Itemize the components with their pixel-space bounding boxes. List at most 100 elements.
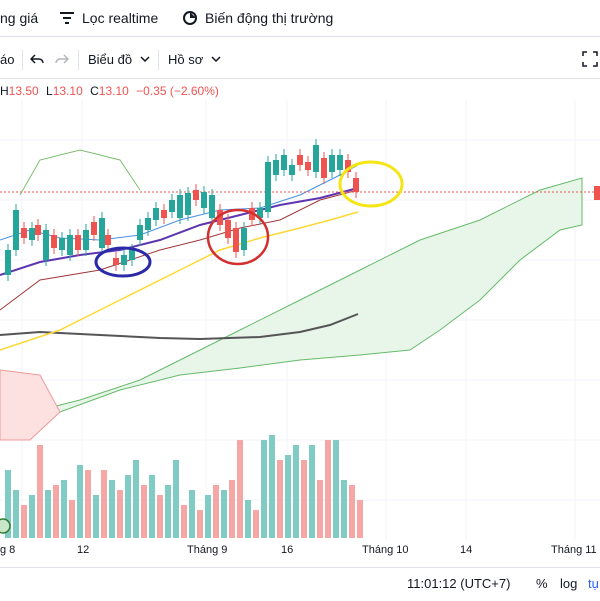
nav-item-realtime-filter-label: Lọc realtime	[82, 10, 159, 26]
candle-body	[105, 235, 111, 245]
price-chart[interactable]	[0, 100, 600, 540]
low-key: L	[46, 84, 53, 98]
toolbar-divider	[78, 50, 79, 70]
candle-body	[353, 178, 359, 192]
nav-item-realtime-filter[interactable]: Lọc realtime	[60, 0, 158, 36]
candle-body	[281, 155, 287, 170]
volume-bar	[5, 470, 11, 538]
time-axis: g 8 12 Tháng 9 16 Tháng 10 14 Tháng 11	[0, 540, 600, 562]
volume-bar	[181, 505, 187, 538]
candle-body	[193, 190, 199, 200]
candle-body	[201, 192, 207, 208]
volume-bar	[21, 505, 27, 538]
ma-line-yellow	[0, 211, 359, 351]
fullscreen-icon	[582, 51, 598, 67]
volume-bar	[45, 490, 51, 538]
candle-body	[99, 218, 105, 248]
volume-bar	[269, 435, 275, 538]
candle-body	[59, 238, 65, 250]
candles	[5, 139, 359, 281]
percent-scale-toggle[interactable]: %	[536, 576, 548, 591]
nav-item-price[interactable]: ng giá	[0, 0, 38, 36]
candle-body	[337, 155, 343, 170]
volume-bar	[101, 470, 107, 538]
volume-bar	[197, 510, 203, 538]
nav-item-price-label: ng giá	[0, 10, 39, 26]
candle-body	[241, 228, 247, 250]
top-navigation: ng giá Lọc realtime Biến động thị trường	[0, 0, 600, 37]
volume-bar	[237, 440, 243, 538]
candle-body	[43, 230, 49, 260]
log-scale-toggle[interactable]: log	[560, 576, 578, 591]
volume-bar	[13, 490, 19, 538]
chart-toolbar: áo Biểu đồ Hồ sơ	[0, 40, 600, 79]
volume-bar	[149, 475, 155, 538]
volume-bar	[349, 485, 355, 538]
volume-bar	[357, 500, 363, 538]
candle-body	[75, 235, 81, 250]
candle-body	[21, 228, 27, 238]
candle-body	[35, 225, 41, 235]
toolbar-divider	[22, 50, 23, 70]
x-tick: 16	[281, 544, 294, 556]
high-key: H	[0, 84, 9, 98]
volume-bar	[325, 440, 331, 538]
candle-body	[225, 220, 231, 238]
filter-icon	[60, 12, 74, 24]
volume-bar	[165, 485, 171, 538]
volume-bar	[53, 485, 59, 538]
toolbar-alert-button[interactable]: áo	[0, 40, 14, 78]
redo-button[interactable]	[55, 40, 69, 78]
candle-body	[91, 222, 97, 235]
candle-body	[67, 235, 73, 255]
x-tick: Tháng 10	[362, 544, 409, 556]
low-value: 13.10	[52, 84, 83, 98]
volume-bar	[173, 460, 179, 538]
candle-body	[153, 208, 159, 220]
candle-body	[5, 250, 11, 275]
undo-button[interactable]	[30, 40, 44, 78]
candle-body	[145, 218, 151, 230]
candle-body	[273, 160, 279, 175]
volume-bar	[133, 460, 139, 538]
nav-item-market-movement[interactable]: Biến động thị trường	[183, 0, 333, 36]
profile-dropdown[interactable]: Hồ sơ	[168, 40, 221, 78]
volume-bar	[261, 440, 267, 538]
x-tick: 12	[77, 544, 90, 556]
volume-bar	[301, 460, 307, 538]
volume-bar	[317, 480, 323, 538]
candle-body	[129, 250, 135, 260]
change-value: −0.35 (−2.60%)	[136, 84, 219, 98]
fullscreen-button[interactable]	[582, 40, 598, 78]
volume-bar	[285, 455, 291, 538]
x-tick: 14	[460, 544, 473, 556]
candle-body	[161, 210, 167, 218]
ma-line-purple	[0, 187, 359, 276]
x-tick: Tháng 9	[187, 544, 228, 556]
volume-bar	[117, 490, 123, 538]
status-bar: 11:01:12 (UTC+7) % log tụ	[0, 567, 600, 601]
candle-body	[29, 228, 35, 240]
event-marker	[0, 518, 11, 534]
candle-body	[177, 195, 183, 218]
chikou-line	[19, 149, 141, 196]
candle-body	[329, 155, 335, 172]
ohlc-legend: H13.50 L13.10 C13.10 −0.35 (−2.60%)	[0, 84, 223, 102]
chart-type-dropdown[interactable]: Biểu đồ	[88, 40, 150, 78]
auto-scale-toggle[interactable]: tụ	[588, 576, 599, 591]
candle-body	[257, 208, 263, 218]
pie-chart-icon	[183, 11, 197, 25]
annotation-circle-yellow	[338, 160, 404, 208]
candle-body	[321, 158, 327, 178]
candle-body	[13, 210, 19, 250]
candle-body	[233, 228, 239, 252]
volume-bar	[37, 445, 43, 538]
kijun-line	[0, 189, 359, 311]
candle-body	[137, 225, 143, 240]
chevron-down-icon	[140, 56, 150, 62]
volume-bar	[245, 500, 251, 538]
volume-bar	[229, 480, 235, 538]
volume-bar	[277, 460, 283, 538]
annotation-circle-blue	[94, 246, 152, 278]
volume-bar	[141, 485, 147, 538]
